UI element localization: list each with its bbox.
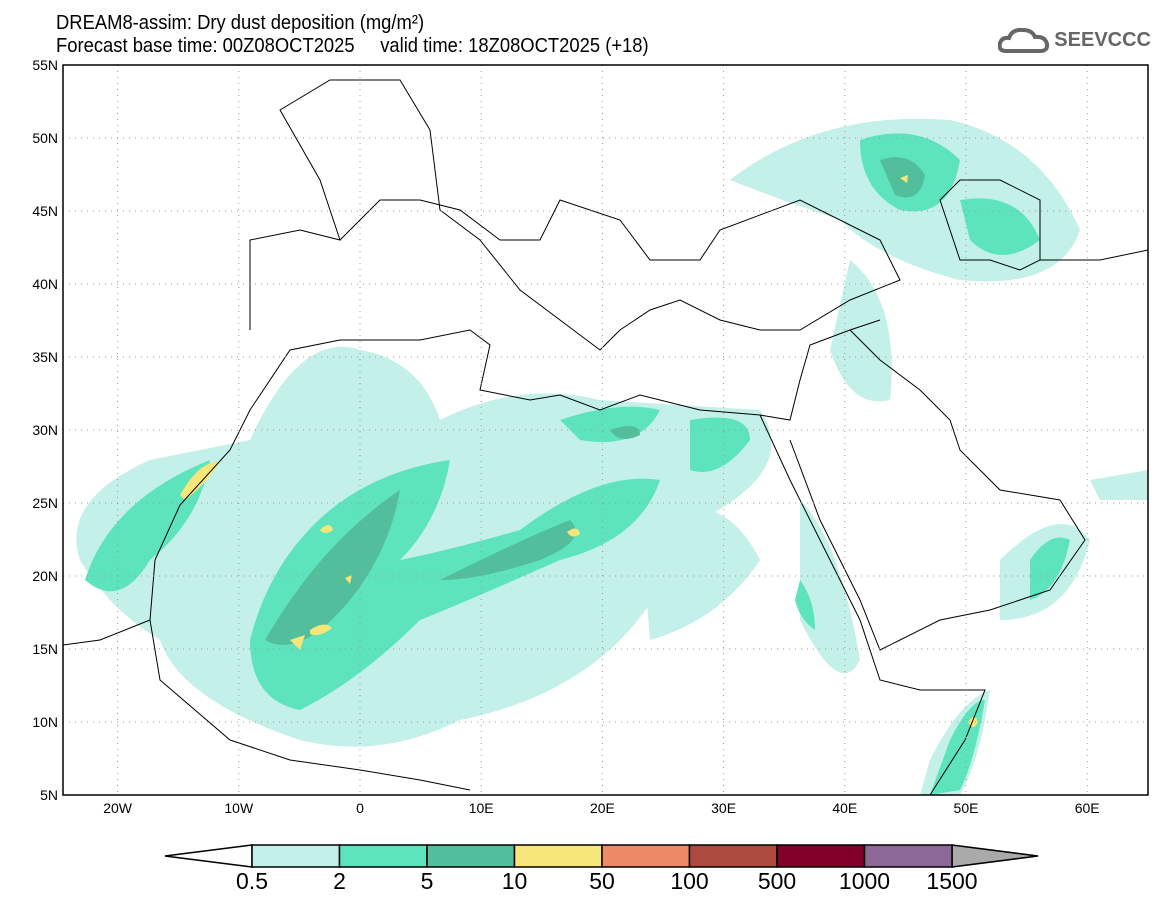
colorbar-swatch bbox=[601, 844, 691, 868]
lat-label: 50N bbox=[32, 130, 58, 146]
coastlines bbox=[63, 79, 1148, 795]
colorbar-over-arrow bbox=[951, 844, 1039, 868]
lat-label: 35N bbox=[32, 349, 58, 365]
colorbar-under-arrow bbox=[164, 844, 253, 868]
seevccc-logo: SEEVCCC bbox=[998, 27, 1151, 53]
colorbar-label: 50 bbox=[589, 868, 615, 894]
colorbar-swatch bbox=[688, 844, 778, 868]
dust-field bbox=[76, 118, 1148, 795]
lat-label: 15N bbox=[32, 641, 58, 657]
colorbar-swatch bbox=[251, 844, 341, 868]
lat-label: 40N bbox=[32, 276, 58, 292]
lat-label: 30N bbox=[32, 422, 58, 438]
lat-label: 5N bbox=[40, 787, 58, 803]
lat-label: 55N bbox=[32, 57, 58, 73]
colorbar-label: 2 bbox=[333, 868, 346, 894]
dust-level-2 bbox=[85, 133, 1070, 795]
lon-label: 40E bbox=[832, 800, 857, 816]
lon-label: 20E bbox=[590, 800, 615, 816]
map-subtitle: Forecast base time: 00Z08OCT2025 valid t… bbox=[56, 35, 649, 57]
lon-label: 10E bbox=[469, 800, 494, 816]
map-title: DREAM8-assim: Dry dust deposition (mg/m²… bbox=[56, 12, 425, 34]
lat-label: 20N bbox=[32, 568, 58, 584]
lon-label: 30E bbox=[711, 800, 736, 816]
colorbar-swatch bbox=[338, 844, 428, 868]
graticule bbox=[63, 65, 1148, 795]
colorbar-swatch bbox=[863, 844, 953, 868]
colorbar-label: 1000 bbox=[838, 868, 891, 894]
lon-label: 20W bbox=[103, 800, 133, 816]
colorbar-label: 5 bbox=[420, 868, 434, 894]
lat-label: 10N bbox=[32, 714, 58, 730]
colorbar-label: 500 bbox=[757, 868, 797, 894]
lat-label: 45N bbox=[32, 203, 58, 219]
lat-label: 25N bbox=[32, 495, 58, 511]
lon-label: 0 bbox=[356, 800, 364, 816]
lon-label: 60E bbox=[1075, 800, 1100, 816]
dust-level-5 bbox=[265, 157, 925, 645]
lon-label: 50E bbox=[954, 800, 979, 816]
map-frame bbox=[62, 64, 1149, 796]
colorbar-label: 0.5 bbox=[236, 868, 268, 894]
colorbar-label: 1500 bbox=[926, 868, 978, 894]
colorbar-swatch bbox=[426, 844, 516, 868]
colorbar-swatch bbox=[776, 844, 866, 868]
colorbar-swatch bbox=[513, 844, 603, 868]
colorbar-label: 100 bbox=[670, 868, 709, 894]
cloud-icon bbox=[998, 27, 1050, 53]
colorbar-label: 10 bbox=[501, 868, 528, 894]
logo-text: SEEVCCC bbox=[1054, 28, 1151, 51]
lon-label: 10W bbox=[224, 800, 254, 816]
